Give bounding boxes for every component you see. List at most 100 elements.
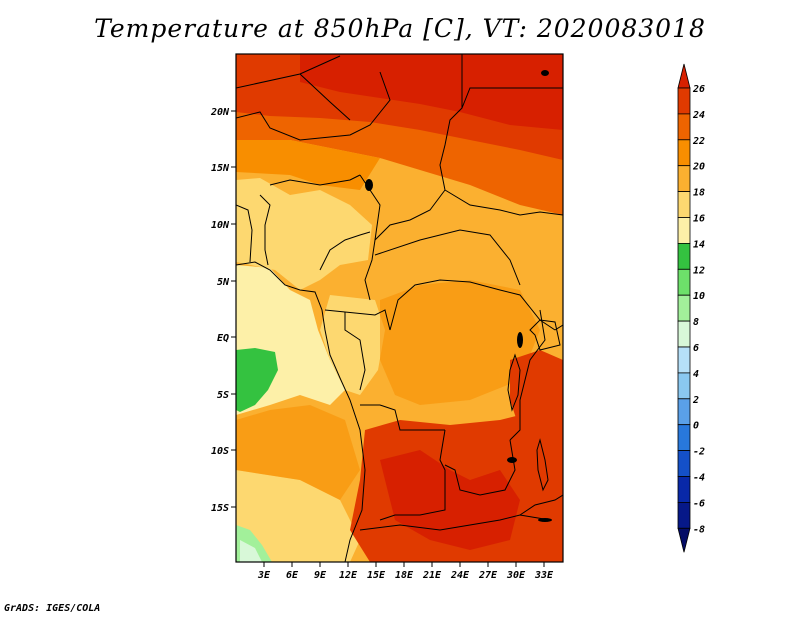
lon-tick-label: 6E	[286, 570, 299, 581]
lake-albert	[517, 332, 523, 348]
colorbar-label: 16	[693, 214, 705, 225]
colorbar-bottom-arrow	[677, 527, 691, 553]
border-mali-niger	[299, 73, 351, 121]
colorbar-label: 10	[693, 291, 705, 302]
border-gabon-congo	[324, 309, 391, 331]
lat-tick-label: 5S	[217, 390, 229, 401]
colorbar-swatch	[677, 139, 691, 167]
lon-tick-label: 21E	[422, 570, 442, 581]
longitude-axis: 3E 6E 9E 12E 15E 18E 21E 24E 27E 30E 33E	[257, 562, 554, 581]
coastline	[236, 261, 366, 562]
border-chad-car	[374, 189, 446, 241]
colorbar-label: -4	[693, 473, 705, 484]
temperature-field	[236, 54, 563, 562]
lake-tanganyika	[507, 353, 521, 412]
border-chad-libya	[439, 54, 463, 191]
colorbar-swatch	[677, 320, 691, 348]
border-drc-north	[389, 279, 556, 331]
colorbar-label: 24	[692, 110, 705, 121]
congo-20-zone	[380, 280, 540, 405]
lat-tick-label: 10N	[211, 220, 230, 231]
lat-tick-label: 15N	[211, 163, 230, 174]
border-car	[374, 229, 521, 286]
border-chad-sudan	[444, 189, 563, 216]
nile-delta	[541, 70, 549, 76]
lat-tick-label: 5N	[217, 277, 230, 288]
border-egypt-sudan	[461, 87, 563, 109]
colorbar-label: -6	[693, 498, 705, 509]
border-angola-north	[360, 404, 445, 431]
border-congo-drc	[344, 312, 366, 391]
colorbar-swatch	[677, 501, 691, 529]
lake-victoria	[529, 319, 561, 351]
country-borders	[236, 54, 563, 562]
lon-tick-label: 30E	[506, 570, 526, 581]
colorbar-label: 4	[693, 369, 699, 380]
colorbar-swatch	[677, 476, 691, 503]
southern-26-zone	[380, 450, 520, 550]
colorbar-swatch	[677, 113, 691, 141]
latitude-axis: 20N 15N 10N 5N EQ 5S 10S 15S	[210, 107, 236, 514]
border-togo	[236, 204, 253, 263]
lake-bangweulu	[507, 457, 517, 463]
colorbar-label: 2	[692, 395, 699, 406]
lon-tick-label: 27E	[478, 570, 498, 581]
lat-tick-label: 15S	[211, 503, 229, 514]
colorbar-label: 14	[693, 239, 705, 250]
colorbar-label: -8	[693, 524, 705, 535]
colorbar-label: 26	[692, 84, 705, 95]
colorbar-swatch	[677, 398, 691, 426]
border-nigeria-cameroon	[319, 231, 371, 271]
border-zambia-drc	[444, 439, 516, 496]
lon-tick-label: 33E	[534, 570, 554, 581]
colorbar-label: 12	[693, 265, 705, 276]
ocean-6-patch	[240, 540, 262, 562]
map-frame	[235, 53, 564, 563]
border-drc-east	[509, 309, 546, 441]
colorbar-swatch	[677, 242, 691, 270]
sahel-20-zone	[236, 140, 380, 190]
lat-tick-label: 10S	[211, 446, 229, 457]
colorbar-swatch	[677, 87, 691, 115]
sahara-26-zone	[300, 54, 563, 130]
colorbar-swatch	[677, 268, 691, 296]
border-mozambique	[519, 494, 563, 516]
ocean-12-patch	[236, 348, 278, 412]
southern-ocean-16-zone	[236, 470, 360, 562]
lake-kariba	[538, 518, 552, 522]
colorbar-label: 6	[693, 343, 699, 354]
lat-tick-label: EQ	[217, 333, 229, 344]
colorbar-label: -2	[693, 447, 705, 458]
border-angola-zambia	[379, 429, 446, 521]
colorbar-swatch	[677, 372, 691, 400]
colorbar-label: 0	[693, 421, 699, 432]
colorbar-label: 18	[693, 188, 705, 199]
east-africa-24-zone	[510, 350, 563, 450]
colorbar-swatch	[677, 424, 691, 452]
border-niger	[236, 71, 391, 141]
colorbar-swatch	[677, 294, 691, 322]
colorbar-swatch	[677, 191, 691, 218]
lake-malawi	[536, 438, 549, 492]
colorbar-swatches	[677, 63, 691, 553]
colorbar-label: 20	[692, 162, 705, 173]
map-title: Temperature at 850hPa [C], VT: 202008301…	[94, 14, 706, 43]
lon-tick-label: 12E	[339, 570, 358, 581]
colorbar-top-arrow	[677, 63, 691, 89]
grads-credit: GrADS: IGES/COLA	[4, 603, 101, 614]
colorbar-swatch	[677, 217, 691, 244]
lon-tick-label: 3E	[257, 570, 271, 581]
lat-tick-label: 20N	[210, 107, 230, 118]
angola-coast-20-zone	[236, 405, 360, 500]
colorbar-label: 22	[692, 136, 705, 147]
colorbar-swatch	[677, 450, 691, 477]
lon-tick-label: 18E	[395, 570, 414, 581]
colorbar-swatch	[677, 165, 691, 192]
border-benin-nigeria	[259, 194, 271, 266]
lon-tick-label: 9E	[314, 570, 327, 581]
colorbar-label: 8	[693, 317, 699, 328]
water-bodies	[365, 70, 552, 522]
